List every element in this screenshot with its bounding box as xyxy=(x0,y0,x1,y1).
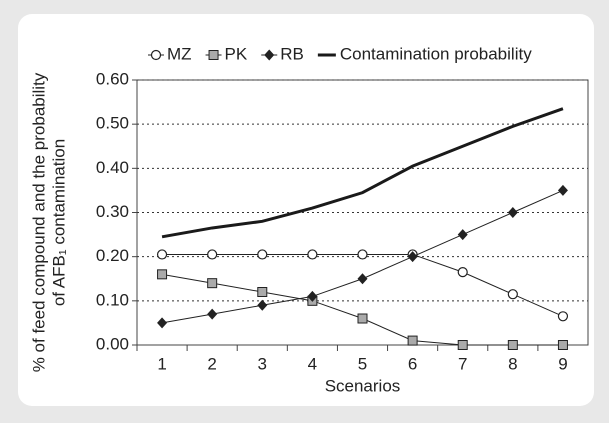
x-axis-label: Scenarios xyxy=(325,376,401,395)
x-tick-label: 1 xyxy=(157,354,166,373)
marker xyxy=(150,49,162,61)
y-tick-label: 0.10 xyxy=(96,290,129,309)
marker xyxy=(208,50,219,60)
legend-label: PK xyxy=(225,44,248,63)
marker xyxy=(257,249,268,260)
marker xyxy=(557,340,568,350)
marker xyxy=(357,313,368,324)
marker xyxy=(457,340,468,350)
x-tick-label: 2 xyxy=(207,354,216,373)
marker xyxy=(507,340,518,350)
marker xyxy=(307,290,318,302)
marker xyxy=(557,311,569,322)
marker xyxy=(307,249,318,260)
legend-label: MZ xyxy=(167,44,192,63)
x-tick-label: 5 xyxy=(358,354,367,373)
marker xyxy=(557,184,568,196)
marker xyxy=(507,289,518,300)
marker xyxy=(507,207,518,218)
y-tick-label: 0.30 xyxy=(96,202,129,221)
x-tick-label: 6 xyxy=(408,354,417,373)
marker xyxy=(357,273,368,285)
x-tick-label: 9 xyxy=(558,354,567,373)
y-tick-label: 0.20 xyxy=(96,246,129,265)
marker xyxy=(407,251,418,263)
marker xyxy=(457,229,468,241)
y-tick-label: 0.60 xyxy=(96,69,129,88)
marker xyxy=(156,249,168,260)
x-tick-label: 3 xyxy=(258,354,267,373)
marker xyxy=(257,287,268,297)
marker xyxy=(357,249,368,260)
legend-label: Contamination probability xyxy=(340,44,532,63)
marker xyxy=(264,49,275,61)
marker xyxy=(207,308,218,320)
marker xyxy=(457,267,468,278)
marker xyxy=(157,317,168,329)
marker xyxy=(207,278,218,289)
x-tick-label: 4 xyxy=(308,354,317,373)
x-tick-label: 8 xyxy=(508,354,517,373)
y-axis-label: of AFB₁ contamination xyxy=(49,139,68,306)
marker xyxy=(157,269,168,280)
series-line xyxy=(161,107,564,239)
x-tick-label: 7 xyxy=(458,354,467,373)
marker xyxy=(207,249,218,260)
y-tick-label: 0.40 xyxy=(96,158,129,177)
y-axis-label: % of feed compound and the probability xyxy=(29,72,48,372)
marker xyxy=(407,335,418,346)
y-tick-label: 0.00 xyxy=(96,334,129,353)
marker xyxy=(257,299,268,311)
legend-label: RB xyxy=(280,44,304,63)
y-tick-label: 0.50 xyxy=(96,114,129,133)
